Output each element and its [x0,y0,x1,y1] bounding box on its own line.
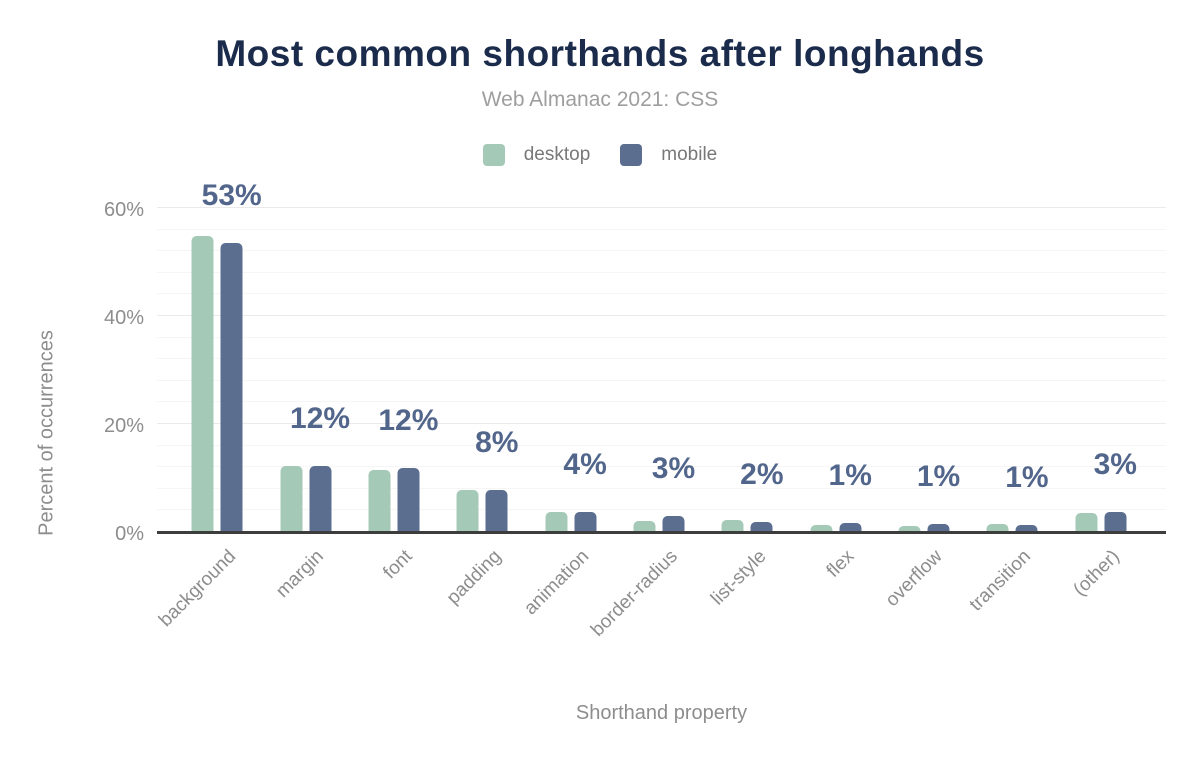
gridline [157,379,1166,381]
bar-pair [633,515,685,531]
bar-value-label: 1% [916,459,961,493]
x-axis-tick-label: overflow [882,546,947,611]
y-axis-tick-label: 20% [103,415,144,437]
legend-label-mobile: mobile [661,144,718,165]
bar-mobile [927,523,950,531]
bar-column: 8% padding [438,210,526,609]
gridline [157,293,1166,295]
bar-desktop [545,512,568,531]
x-axis-tick-label: font [379,546,417,584]
y-axis-tick-label: 0% [115,523,144,545]
gridline [157,423,1166,424]
bar-pair [810,523,862,531]
bar-column: 2% list-style [703,210,791,609]
bar-column: 1% flex [792,210,880,582]
mobile-swatch-icon [620,144,643,166]
x-axis-tick-label: flex [822,546,859,582]
x-axis-tick-label: transition [965,546,1036,616]
bar-desktop [898,525,921,531]
bar-pair [456,489,508,531]
x-axis-tick-label: background [154,546,241,632]
bar-value-label: 3% [651,451,696,485]
bar-desktop [986,523,1009,531]
gridline [157,444,1166,446]
bar-mobile [839,523,862,531]
bar-mobile [1104,512,1127,531]
y-axis-title: Percent of occurrences [35,330,58,536]
bar-pair [898,523,950,531]
bar-desktop [191,236,214,531]
chart-title: Most common shorthands after longhands [215,33,985,74]
bar-mobile [220,243,243,531]
gridline [157,487,1166,489]
gridline [157,315,1166,316]
y-axis-tick-label: 60% [103,199,144,221]
gridline [157,336,1166,338]
bar-desktop [721,520,744,531]
bar-column: 1% transition [966,210,1056,616]
chart-subtitle: Web Almanac 2021: CSS [481,88,719,111]
bar-mobile [485,489,508,531]
gridline [157,509,1166,511]
y-axis-tick-label: 40% [103,307,144,329]
x-axis-tick-label: padding [442,546,506,609]
gridline [157,207,1166,208]
bar-column: 3% (other) [1057,210,1145,600]
gridline [157,466,1166,468]
x-axis-tick-label: list-style [706,546,771,610]
bar-value-label: 53% [201,179,262,213]
gridline [157,401,1166,403]
gridline [157,228,1166,230]
bar-pair [721,520,773,531]
bar-desktop [368,469,391,531]
bar-desktop [280,465,303,531]
legend-label-desktop: desktop [523,144,591,165]
bar-value-label: 12% [290,402,351,436]
x-axis-tick-label: margin [272,546,329,602]
bar-desktop [810,524,833,531]
bar-value-label: 1% [1005,460,1049,494]
bar-mobile [309,466,332,531]
bar-column: 1% overflow [880,210,968,611]
bar-pair [986,523,1038,531]
x-axis-tick-label: animation [520,546,594,620]
bar-column: 12% font [350,210,439,583]
bar-pair [368,467,420,531]
bar-column: 3% border-radius [587,210,703,641]
bar-value-label: 8% [475,425,519,459]
x-axis-tick-label: (other) [1069,546,1124,601]
bar-mobile [574,511,597,531]
chart-legend: desktop mobile [0,144,1200,166]
bar-value-label: 2% [740,458,784,492]
bar-desktop [1075,512,1098,531]
plot-area: 53% background 12% margin 12% font 8% padding 4%… [104,179,1166,641]
gridline [157,250,1166,252]
x-axis-title: Shorthand property [575,702,748,724]
desktop-swatch-icon [482,144,505,166]
gridline [157,271,1166,273]
x-axis-tick-label: border-radius [587,546,682,641]
bar-mobile [662,515,685,531]
bar-pair [1075,512,1127,531]
bar-mobile [397,467,420,531]
bar-value-label: 1% [828,459,872,493]
legend-item-desktop: desktop [482,144,591,166]
bar-pair [191,236,243,531]
bar-desktop [456,489,479,531]
bar-value-label: 4% [563,447,607,481]
bar-desktop [633,520,656,531]
gridline [157,358,1166,360]
bar-pair [545,511,597,531]
bar-value-label: 3% [1093,448,1137,482]
legend-item-mobile: mobile [620,144,717,166]
bar-pair [280,465,332,531]
bar-mobile [750,522,773,531]
bar-row: 53% background 12% margin 12% font 8% padding 4%… [155,179,1145,641]
bar-mobile [1015,524,1038,531]
bar-column: 12% margin [261,210,351,602]
bar-value-label: 12% [378,403,439,437]
bar-column: 4% animation [520,210,614,620]
bar-column: 53% background [155,179,262,631]
